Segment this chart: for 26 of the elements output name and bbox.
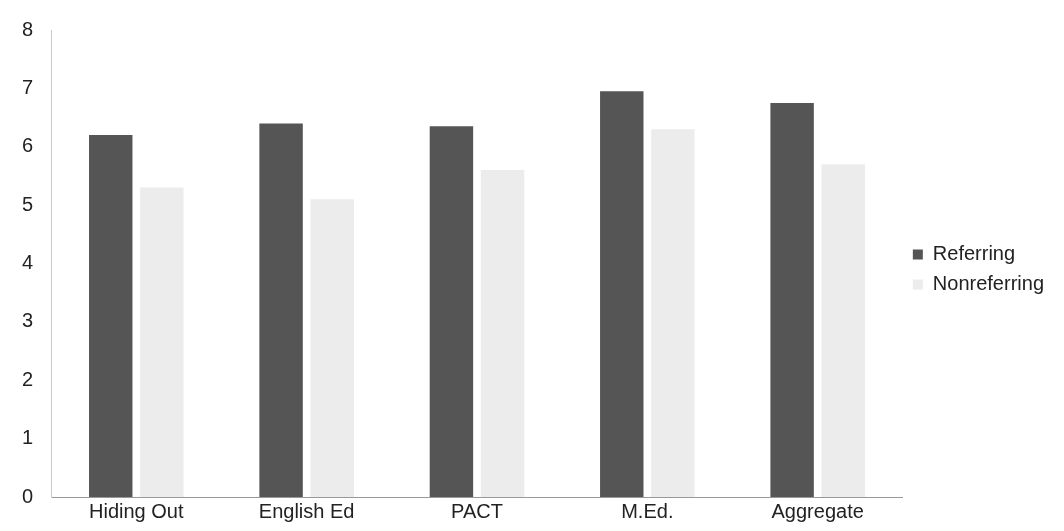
y-tick-label: 2: [22, 367, 34, 390]
y-tick-label: 1: [22, 426, 34, 449]
x-tick-label: Hiding Out: [89, 499, 184, 522]
bar: [651, 129, 695, 497]
y-tick-label: 3: [22, 309, 34, 332]
bar: [310, 199, 354, 497]
bar: [89, 135, 133, 497]
bar: [140, 187, 184, 497]
bar: [480, 170, 525, 497]
bar: [600, 91, 644, 497]
y-tick-label: 7: [22, 75, 34, 98]
x-tick-label: Aggregate: [771, 499, 864, 522]
x-tick-label: M.Ed.: [621, 499, 674, 522]
x-tick-label: PACT: [451, 499, 503, 522]
y-tick-label: 6: [22, 134, 34, 157]
y-tick-label: 4: [22, 251, 34, 274]
bar: [821, 164, 865, 497]
legend-label: Nonreferring: [932, 272, 1045, 295]
bar: [259, 123, 303, 497]
legend-label: Referring: [932, 242, 1016, 265]
y-tick-label: 5: [22, 192, 34, 215]
bar: [770, 102, 814, 497]
x-tick-label: English Ed: [258, 499, 355, 522]
bar: [429, 126, 474, 497]
y-tick-label: 8: [22, 17, 34, 40]
y-tick-label: 0: [22, 484, 34, 507]
